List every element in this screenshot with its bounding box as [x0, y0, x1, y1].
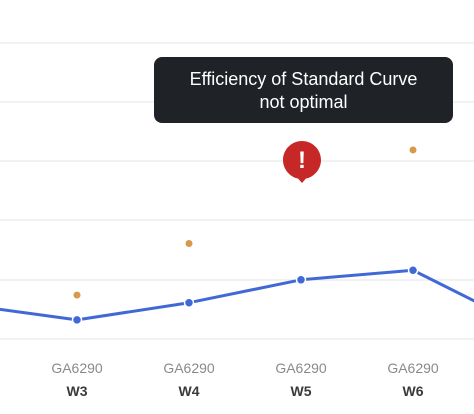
tooltip: Efficiency of Standard Curve not optimal: [154, 57, 453, 123]
series-line: [0, 268, 474, 322]
tooltip-line-2: not optimal: [259, 92, 348, 112]
alert-symbol: !: [298, 147, 306, 174]
alert-pin: [283, 141, 321, 183]
x-tick-week: W3: [67, 383, 88, 399]
series-point-w4[interactable]: [183, 297, 195, 308]
series-point-w6[interactable]: [407, 265, 419, 276]
x-tick-id: GA6290: [387, 360, 439, 376]
series-point-w5[interactable]: [295, 274, 307, 286]
secondary-point-w6[interactable]: [409, 146, 417, 154]
x-tick-week: W6: [403, 383, 424, 399]
secondary-point-w3[interactable]: [73, 291, 81, 299]
x-tick-week: W4: [179, 383, 200, 399]
tooltip-line-1: Efficiency of Standard Curve: [189, 69, 418, 89]
x-tick-id: GA6290: [275, 360, 327, 376]
x-tick-id: GA6290: [51, 360, 103, 376]
exclamation-alert-icon[interactable]: !: [282, 140, 322, 184]
secondary-point-w4[interactable]: [185, 240, 193, 248]
series-point-w3[interactable]: [71, 314, 83, 326]
x-tick-id: GA6290: [163, 360, 215, 376]
x-tick-week: W5: [291, 383, 312, 399]
